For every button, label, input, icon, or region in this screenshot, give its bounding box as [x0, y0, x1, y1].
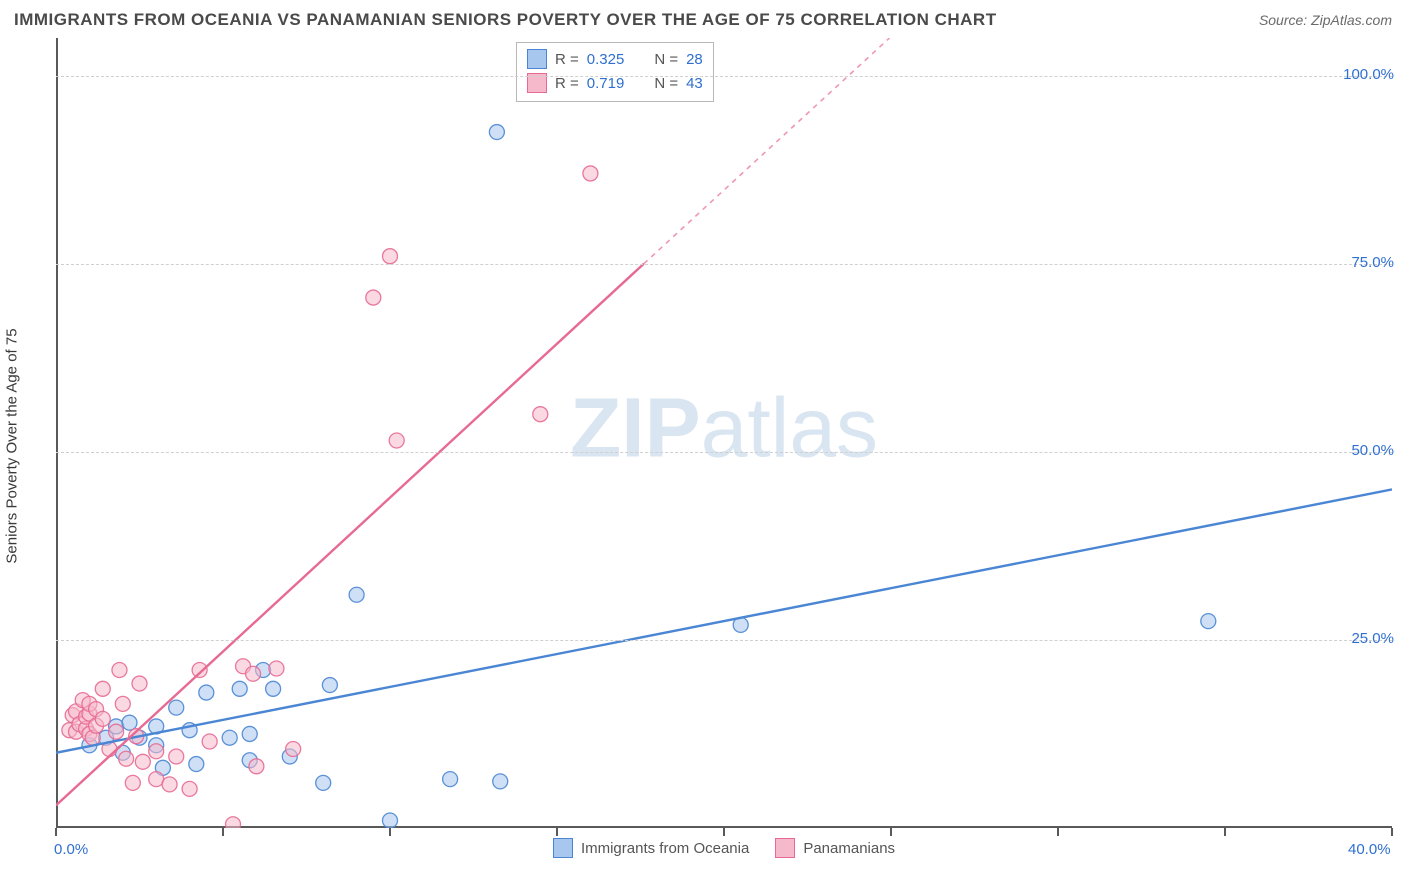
n-value-oceania: 28 — [686, 51, 703, 68]
xtick — [890, 828, 892, 836]
plot-svg — [56, 38, 1392, 828]
xtick — [55, 828, 57, 836]
r-value-oceania: 0.325 — [587, 51, 625, 68]
n-value-panamanians: 43 — [686, 75, 703, 92]
r-value-panamanians: 0.719 — [587, 75, 625, 92]
xtick — [1224, 828, 1226, 836]
chart-title: IMMIGRANTS FROM OCEANIA VS PANAMANIAN SE… — [14, 10, 997, 30]
ytick-label: 50.0% — [1351, 442, 1394, 459]
n-label: N = — [654, 51, 678, 68]
xtick — [723, 828, 725, 836]
legend-series: Immigrants from Oceania Panamanians — [56, 838, 1392, 858]
ytick-label: 75.0% — [1351, 254, 1394, 271]
legend-label-panamanians: Panamanians — [803, 840, 895, 857]
xtick — [1057, 828, 1059, 836]
chart-container: IMMIGRANTS FROM OCEANIA VS PANAMANIAN SE… — [0, 0, 1406, 892]
swatch-panamanians-icon — [775, 838, 795, 858]
legend-stats: R = 0.325 N = 28 R = 0.719 N = 43 — [516, 42, 714, 102]
legend-item-oceania: Immigrants from Oceania — [553, 838, 749, 858]
xtick-label: 40.0% — [1348, 841, 1391, 858]
plot-area: ZIPatlas R = 0.325 N = 28 R = 0.719 N = … — [56, 38, 1392, 828]
xtick — [222, 828, 224, 836]
swatch-oceania-icon — [553, 838, 573, 858]
legend-label-oceania: Immigrants from Oceania — [581, 840, 749, 857]
xtick — [556, 828, 558, 836]
legend-stats-row-oceania: R = 0.325 N = 28 — [527, 47, 703, 71]
source-label: Source: ZipAtlas.com — [1259, 12, 1392, 28]
y-axis-label: Seniors Poverty Over the Age of 75 — [4, 328, 21, 563]
xtick-label: 0.0% — [54, 841, 88, 858]
swatch-oceania — [527, 49, 547, 69]
xtick — [389, 828, 391, 836]
gridline-h — [56, 640, 1392, 641]
gridline-h — [56, 76, 1392, 77]
r-label: R = — [555, 51, 579, 68]
legend-item-panamanians: Panamanians — [775, 838, 895, 858]
xtick — [1391, 828, 1393, 836]
legend-stats-row-panamanians: R = 0.719 N = 43 — [527, 71, 703, 95]
ytick-label: 100.0% — [1343, 66, 1394, 83]
r-label: R = — [555, 75, 579, 92]
ytick-label: 25.0% — [1351, 630, 1394, 647]
gridline-h — [56, 452, 1392, 453]
title-bar: IMMIGRANTS FROM OCEANIA VS PANAMANIAN SE… — [0, 0, 1406, 36]
n-label: N = — [654, 75, 678, 92]
gridline-h — [56, 264, 1392, 265]
